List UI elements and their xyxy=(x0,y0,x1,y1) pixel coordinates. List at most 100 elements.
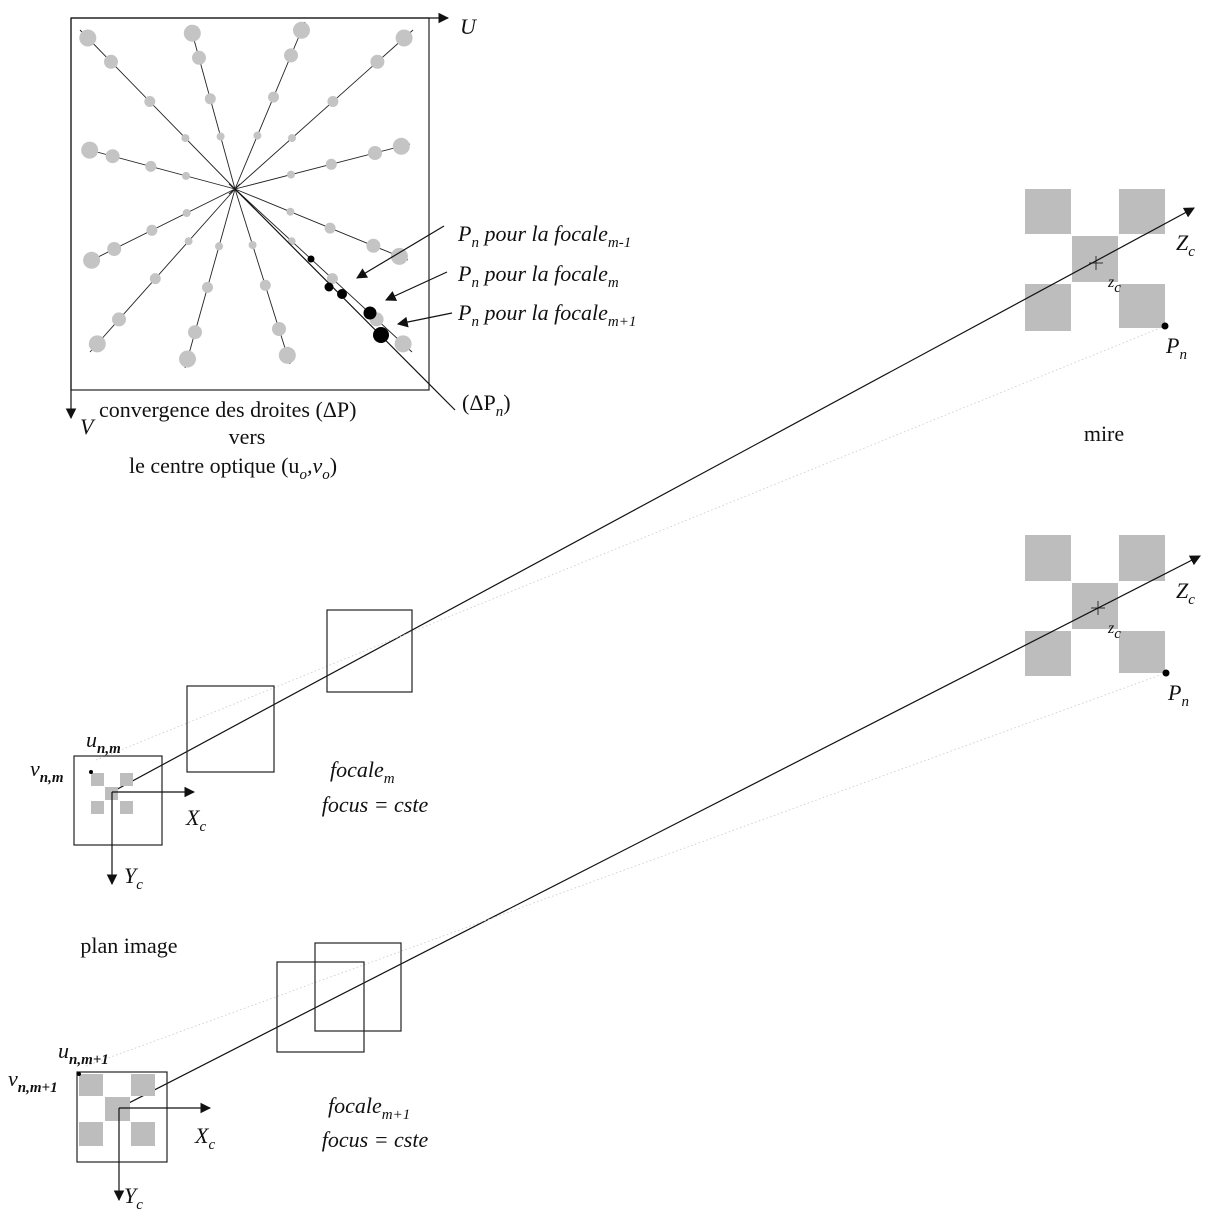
radial-line xyxy=(83,188,236,265)
mire-target-top xyxy=(1025,189,1169,331)
v-axis-label: V xyxy=(80,414,96,439)
calibration-blob xyxy=(370,54,385,69)
calibration-blob xyxy=(253,131,262,140)
calibration-blob xyxy=(284,48,298,63)
calibration-blob xyxy=(202,281,213,293)
radial-line xyxy=(234,188,409,261)
pn-label-m-1: Pn pour la focalem-1 xyxy=(457,221,631,251)
zc-small-top: zc xyxy=(1107,274,1121,296)
v-nm-label: vn,m xyxy=(30,756,64,786)
calibration-blob xyxy=(83,251,101,269)
radial-line xyxy=(234,21,306,190)
calibration-blob xyxy=(146,224,158,236)
calibration-blob xyxy=(112,312,126,327)
calibration-blob xyxy=(145,160,157,172)
calibration-blob xyxy=(184,237,193,246)
radial-line xyxy=(79,29,236,190)
xc-label-m: Xc xyxy=(185,805,206,835)
focus-cste-m1-label: focus = cste xyxy=(322,1127,429,1152)
calibration-blob xyxy=(79,29,97,47)
yc-label-m: Yc xyxy=(124,863,143,893)
calibration-blob xyxy=(149,273,161,285)
zc-axis-top xyxy=(111,207,1195,793)
radial-line xyxy=(234,188,413,353)
calibration-blob xyxy=(216,132,225,141)
radial-line xyxy=(89,188,236,353)
calibration-blob xyxy=(293,21,310,39)
calibration-blob xyxy=(324,222,336,234)
zc-small-bottom: zc xyxy=(1107,620,1121,642)
calibration-blob xyxy=(288,134,296,143)
calibration-blob xyxy=(182,171,190,180)
radial-lines xyxy=(79,21,414,369)
calibration-blob xyxy=(327,96,339,107)
focal-plane-m-far xyxy=(326,609,413,693)
image-panel: U V xyxy=(65,12,478,439)
focale-m1-label: focalem+1 xyxy=(328,1093,410,1123)
calibration-blob xyxy=(188,325,202,340)
plan-image-label: plan image xyxy=(80,933,177,958)
convergence-caption-line2: vers xyxy=(229,424,266,449)
focal-plane-m1-left xyxy=(276,961,365,1053)
u-nm-label: un,m xyxy=(86,727,121,757)
zc-label-top: Zc xyxy=(1176,230,1195,260)
convergence-caption-line1: convergence des droites (ΔP) xyxy=(99,397,357,422)
calibration-blob xyxy=(204,93,216,105)
mire-target-bottom xyxy=(1025,535,1170,677)
calibration-blob xyxy=(392,137,410,155)
calibration-blob xyxy=(181,134,190,143)
image-plane-m xyxy=(73,755,163,846)
mire-top-pn-point xyxy=(1161,322,1169,330)
pn-point-m-1-a xyxy=(324,282,334,292)
xc-label-m1: Xc xyxy=(194,1123,215,1153)
radial-line xyxy=(234,143,411,190)
calibration-blob xyxy=(286,207,295,216)
pointer-arrow-m+1 xyxy=(396,312,453,328)
calibration-blob xyxy=(390,247,408,265)
zc-axis-bottom xyxy=(118,555,1201,1109)
calibration-blob xyxy=(287,237,296,246)
focal-plane-m1-right xyxy=(314,942,402,1032)
calibration-blob xyxy=(81,141,99,159)
mire-bottom-pn-point xyxy=(1162,669,1170,677)
radial-line xyxy=(189,24,236,190)
pn-label-m+1: Pn pour la focalem+1 xyxy=(457,300,636,330)
calibration-blob xyxy=(366,238,381,253)
pointer-arrow-m xyxy=(385,271,448,301)
focus-cste-m-label: focus = cste xyxy=(322,792,429,817)
calibration-blob xyxy=(182,209,191,217)
delta-pn-label: (ΔPn) xyxy=(462,390,511,420)
mire-label: mire xyxy=(1084,421,1124,446)
calibration-blob xyxy=(287,170,295,179)
calibration-blob xyxy=(268,91,279,103)
dotted-ray-bottom xyxy=(85,674,1161,1067)
pn-mire-label-bottom: Pn xyxy=(1167,680,1189,710)
calibration-blob xyxy=(215,242,223,251)
calibration-blob xyxy=(179,350,196,368)
convergence-caption-line3: le centre optique (uo,vo) xyxy=(129,453,337,483)
pn-mire-label-top: Pn xyxy=(1165,333,1187,363)
calibration-blob xyxy=(326,273,338,285)
radial-line xyxy=(81,147,236,190)
radial-line xyxy=(184,188,236,369)
pn-label-m: Pn pour la focalem xyxy=(457,261,619,291)
calibration-blob xyxy=(325,158,337,170)
calibration-blob xyxy=(394,335,412,353)
calibration-blob xyxy=(104,54,118,69)
yc-label-m1: Yc xyxy=(124,1183,143,1212)
calibration-blob xyxy=(259,279,271,291)
pn-point-m xyxy=(363,306,377,320)
zc-label-bottom: Zc xyxy=(1176,578,1195,608)
focal-plane-m-near xyxy=(186,685,275,773)
calibration-blob xyxy=(272,322,286,336)
calibration-blob xyxy=(248,241,257,249)
radial-blobs xyxy=(79,21,413,368)
radial-line xyxy=(234,188,291,365)
calibration-blob xyxy=(395,29,413,47)
pn-point-m-1-b xyxy=(337,289,347,299)
focale-m-label: focalem xyxy=(330,757,395,787)
radial-line xyxy=(234,29,414,190)
calibration-blob xyxy=(144,96,156,107)
calibration-blob xyxy=(278,346,296,364)
